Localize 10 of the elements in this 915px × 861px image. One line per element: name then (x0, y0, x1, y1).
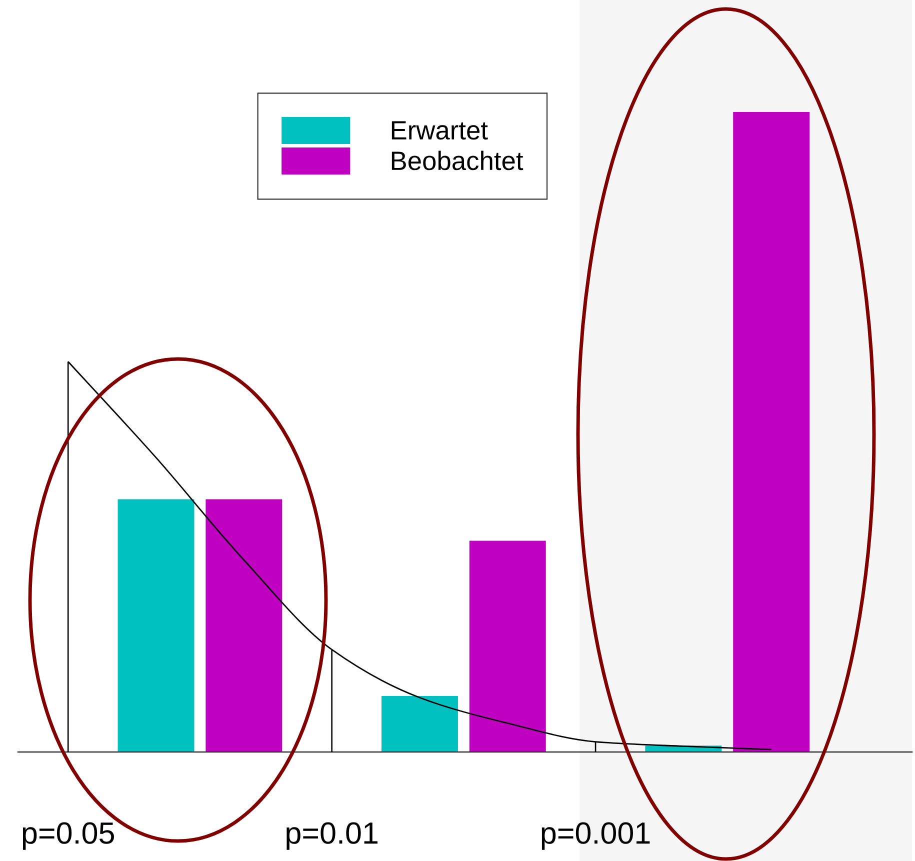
bar (733, 112, 810, 752)
bar (118, 499, 194, 752)
legend-label: Beobachtet (392, 150, 524, 170)
bar (206, 499, 282, 752)
bar (381, 696, 458, 752)
bar (469, 540, 546, 752)
x-tick-label: p=0.001 (542, 822, 650, 850)
x-tick-label: p=0.01 (286, 822, 378, 850)
x-tick-label: p=0.05 (22, 822, 114, 850)
legend-label: Erwartet (392, 121, 488, 140)
